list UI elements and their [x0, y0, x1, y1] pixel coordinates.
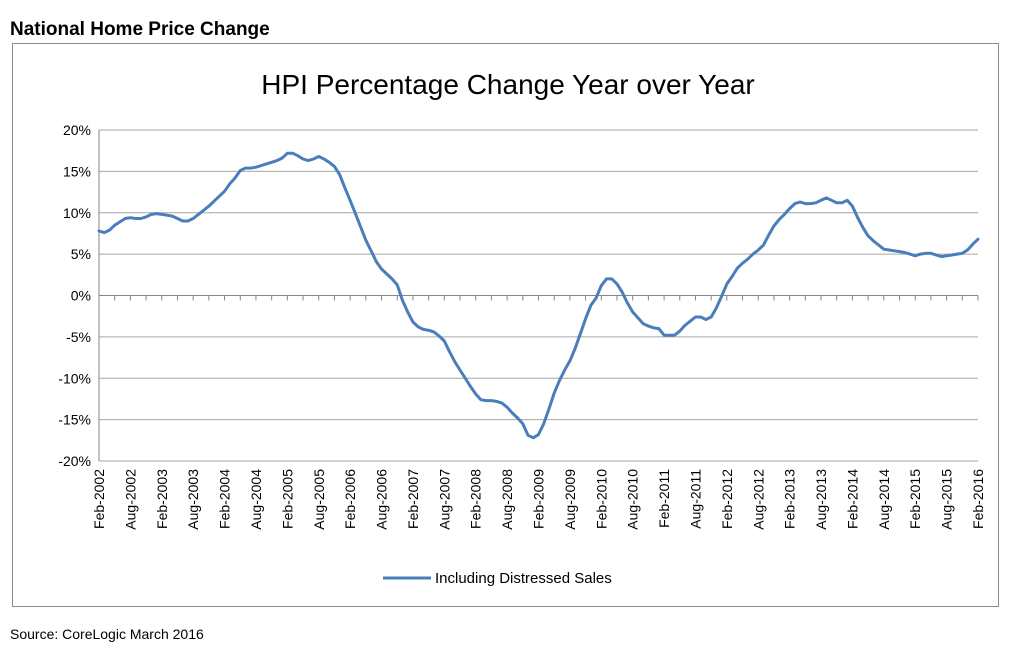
chart-title: HPI Percentage Change Year over Year [261, 69, 754, 100]
x-tick-label: Feb-2006 [342, 469, 358, 529]
x-tick-label: Feb-2012 [719, 469, 735, 529]
series-line-including-distressed-sales [97, 151, 980, 440]
x-tick-label: Aug-2007 [436, 469, 452, 530]
y-axis: 20% 15% 10% 5% 0% -5% -10% -15% -20% [58, 122, 100, 469]
y-tick-label: 15% [63, 163, 91, 179]
legend: Including Distressed Sales [383, 570, 612, 587]
x-tick-label: Aug-2008 [499, 469, 515, 530]
x-tick-label: Feb-2005 [279, 469, 295, 529]
x-tick-label: Aug-2014 [876, 469, 892, 530]
x-tick-label: Feb-2008 [468, 469, 484, 529]
x-tick-label: Aug-2002 [122, 469, 138, 530]
x-tick-label: Feb-2004 [217, 469, 233, 529]
x-tick-label: Aug-2003 [185, 469, 201, 530]
series-layer [97, 151, 980, 440]
y-tick-label: 5% [71, 246, 91, 262]
x-tick-label: Aug-2004 [248, 469, 264, 530]
x-tick-label: Aug-2011 [687, 469, 703, 529]
source-note: Source: CoreLogic March 2016 [10, 626, 204, 642]
x-tick-label: Feb-2002 [91, 469, 107, 529]
x-tick-label: Feb-2011 [656, 469, 672, 528]
y-tick-label: 10% [63, 205, 91, 221]
chart-frame: HPI Percentage Change Year over Year 20%… [12, 43, 999, 607]
x-tick-label: Aug-2006 [374, 469, 390, 530]
x-tick-label: Aug-2010 [625, 469, 641, 530]
x-tick-label: Feb-2010 [593, 469, 609, 529]
y-tick-label: -10% [58, 370, 91, 386]
y-tick-label: -20% [58, 453, 91, 469]
y-tick-label: 0% [71, 288, 91, 304]
x-tick-label: Feb-2007 [405, 469, 421, 529]
x-axis: Feb-2002 Aug-2002 Feb-2003 Aug-2003 Feb-2004… [91, 295, 986, 530]
x-tick-label: Feb-2015 [907, 469, 923, 529]
x-tick-label: Feb-2003 [154, 469, 170, 529]
x-tick-label: Aug-2009 [562, 469, 578, 530]
x-tick-label: Aug-2015 [939, 469, 955, 530]
x-tick-label: Feb-2016 [970, 469, 986, 529]
page-heading: National Home Price Change [10, 19, 270, 40]
x-tick-label: Feb-2009 [531, 469, 547, 529]
x-tick-label: Aug-2005 [311, 469, 327, 530]
legend-label: Including Distressed Sales [435, 570, 612, 587]
y-tick-label: 20% [63, 122, 91, 138]
x-tick-label: Feb-2013 [782, 469, 798, 529]
x-tick-label: Feb-2014 [844, 469, 860, 529]
y-tick-label: -5% [66, 329, 91, 345]
x-tick-label: Aug-2012 [750, 469, 766, 530]
x-tick-label: Aug-2013 [813, 469, 829, 530]
y-tick-label: -15% [58, 412, 91, 428]
hpi-line-chart: HPI Percentage Change Year over Year 20%… [58, 69, 986, 587]
